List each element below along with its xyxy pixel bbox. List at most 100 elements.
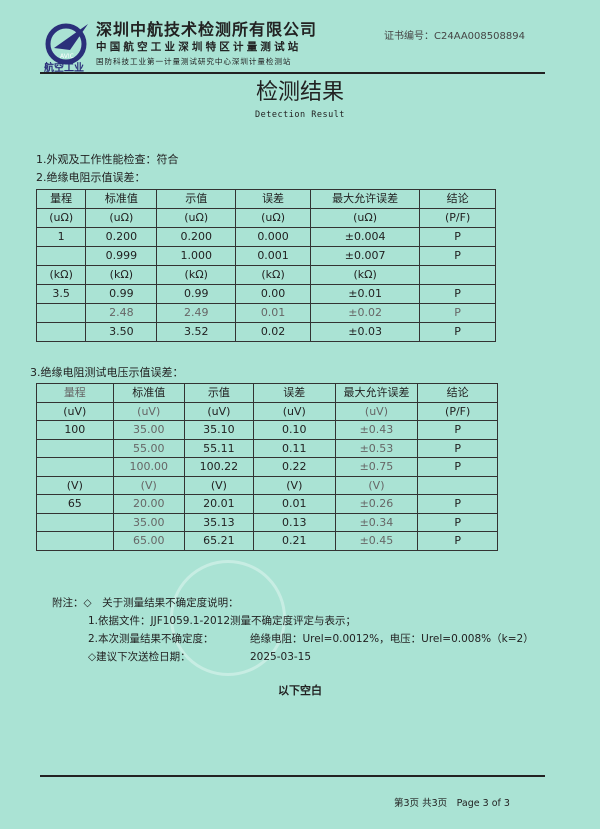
table-cell: (uV) (334, 401, 419, 421)
header-cell: 结论 (419, 189, 496, 209)
next-date-label: ◇建议下次送检日期： (88, 651, 191, 663)
section-1: 1.外观及工作性能检查：符合 (36, 153, 179, 166)
table-cell: (kΩ) (156, 265, 237, 285)
table-cell: ±0.02 (310, 303, 421, 323)
table-cell: 0.200 (85, 227, 158, 247)
table-cell: ±0.45 (334, 531, 419, 551)
table-cell: ±0.03 (310, 322, 421, 342)
notes-heading: 附注：◇ 关于测量结果不确定度说明： (52, 597, 239, 609)
header-cell: 误差 (235, 189, 312, 209)
table-cell: (kΩ) (85, 265, 158, 285)
table-cell: 0.13 (253, 512, 336, 532)
table-cell: P (417, 531, 498, 551)
table-cell (36, 531, 114, 551)
table-cell: 100.22 (183, 457, 255, 477)
table-cell: 0.999 (85, 246, 158, 266)
company-line3: 国防科技工业第一计量测试研究中心深圳计量检测站 (96, 57, 292, 66)
table-cell: (uΩ) (235, 208, 312, 228)
table-row: 35.00 35.13 0.13 ±0.34 P (36, 512, 498, 532)
header-cell: 量程 (36, 383, 114, 403)
table-row: 0.999 1.000 0.001 ±0.007 P (35, 246, 496, 266)
company-line2: 中国航空工业深圳特区计量测试站 (96, 41, 302, 53)
table-cell: P (419, 227, 496, 247)
table-row: 3.50 3.52 0.02 ±0.03 P (35, 322, 496, 342)
table-cell: (uΩ) (310, 208, 421, 228)
table-row: 100.00 100.22 0.22 ±0.75 P (36, 457, 498, 477)
table-cell: 55.00 (112, 438, 185, 458)
table-cell: ±0.26 (334, 494, 419, 514)
table-cell: (kΩ) (235, 265, 312, 285)
embossed-seal (170, 560, 286, 676)
company-name: 深圳中航技术检测所有限公司 (96, 20, 318, 39)
table-cell: (uV) (183, 401, 255, 421)
avic-logo-icon: AVIC (45, 23, 88, 65)
table-cell: 20.01 (183, 494, 255, 514)
table-row: 65.00 65.21 0.21 ±0.45 P (36, 531, 498, 551)
table-cell: (uV) (112, 401, 185, 421)
next-date-value: 2025-03-15 (250, 651, 312, 663)
table-cell (36, 457, 114, 477)
header-cell: 示值 (183, 383, 255, 403)
table-cell: ±0.43 (334, 420, 419, 440)
table-cell: (P/F) (419, 208, 496, 228)
table-cell: (V) (112, 475, 185, 495)
notes-item2-label: 2.本次测量结果不确定度： (88, 633, 214, 645)
table-cell: 100 (36, 420, 114, 440)
table-cell: ±0.004 (310, 227, 421, 247)
table-cell: 0.22 (253, 457, 336, 477)
table-cell: (V) (36, 475, 114, 495)
table-cell: (V) (183, 475, 255, 495)
page-title: 检测结果 (255, 80, 344, 105)
table-cell: P (417, 512, 498, 532)
table-cell: 1.000 (156, 246, 237, 266)
table-cell: (kΩ) (310, 265, 421, 285)
table-cell: P (419, 246, 496, 266)
table-cell: (uΩ) (156, 208, 237, 228)
header-cell: 示值 (156, 189, 237, 209)
table-cell: 3.50 (85, 322, 158, 342)
table-cell: 0.200 (156, 227, 237, 247)
table-cell: 55.11 (183, 438, 255, 458)
table-cell: 0.10 (253, 420, 336, 440)
header-cell: 量程 (35, 189, 87, 209)
section-3: 3.绝缘电阻测试电压示值误差： (30, 366, 184, 379)
table-cell: 20.00 (112, 494, 185, 514)
table-row: (uΩ) (uΩ) (uΩ) (uΩ) (uΩ) (P/F) (35, 208, 496, 228)
footer-divider (40, 775, 545, 777)
table-cell: (kΩ) (35, 265, 87, 285)
table-cell: ±0.53 (334, 438, 419, 458)
table-cell: (uΩ) (85, 208, 158, 228)
table-cell: 35.00 (112, 512, 185, 532)
table-cell: (P/F) (417, 401, 498, 421)
table-cell: (uV) (253, 401, 336, 421)
table-cell: (uV) (36, 401, 114, 421)
page-subtitle: Detection Result (255, 110, 345, 120)
table-cell: P (417, 457, 498, 477)
table-cell: (V) (253, 475, 336, 495)
section-2: 2.绝缘电阻示值误差： (36, 171, 146, 184)
table-cell: 0.001 (235, 246, 312, 266)
table-cell: 65.00 (112, 531, 185, 551)
table-cell: 0.99 (156, 284, 237, 304)
table-cell: 65 (36, 494, 114, 514)
table-cell: 0.01 (235, 303, 312, 323)
table-cell: P (417, 494, 498, 514)
table-row: (uV) (uV) (uV) (uV) (uV) (P/F) (36, 401, 498, 421)
header-cell: 标准值 (85, 189, 158, 209)
blank-below-note: 以下空白 (278, 684, 322, 697)
table-row: 100 35.00 35.10 0.10 ±0.43 P (36, 420, 498, 440)
table-row: (V) (V) (V) (V) (V) (36, 475, 498, 495)
table-cell: 3.52 (156, 322, 237, 342)
table-cell: 35.10 (183, 420, 255, 440)
table-cell: ±0.007 (310, 246, 421, 266)
table-cell: 35.00 (112, 420, 185, 440)
table-cell: 2.49 (156, 303, 237, 323)
table-cell: (V) (334, 475, 419, 495)
table-cell: ±0.75 (334, 457, 419, 477)
page-number: 第3页 共3页 Page 3 of 3 (394, 798, 510, 809)
header-divider (40, 72, 545, 74)
table-cell: (uΩ) (35, 208, 87, 228)
table-cell: 0.01 (253, 494, 336, 514)
table-row: (kΩ) (kΩ) (kΩ) (kΩ) (kΩ) (35, 265, 496, 285)
